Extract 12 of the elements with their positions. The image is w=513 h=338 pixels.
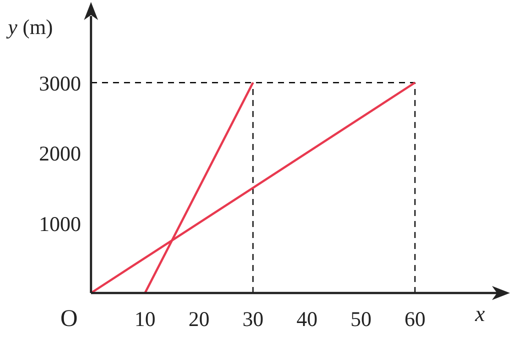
x-tick-label: 60 bbox=[404, 307, 426, 331]
x-tick-label: 40 bbox=[296, 307, 318, 331]
x-tick-label: 50 bbox=[350, 307, 372, 331]
y-tick-label: 2000 bbox=[39, 142, 81, 166]
y-axis-title: y (m) bbox=[6, 15, 53, 39]
x-tick-label: 30 bbox=[242, 307, 264, 331]
x-axis-title: x bbox=[474, 301, 486, 326]
y-tick-label: 3000 bbox=[39, 72, 81, 96]
y-tick-label: 1000 bbox=[39, 212, 81, 236]
x-tick-label: 20 bbox=[188, 307, 210, 331]
text: O bbox=[60, 306, 78, 332]
x-tick-label: 10 bbox=[134, 307, 156, 331]
